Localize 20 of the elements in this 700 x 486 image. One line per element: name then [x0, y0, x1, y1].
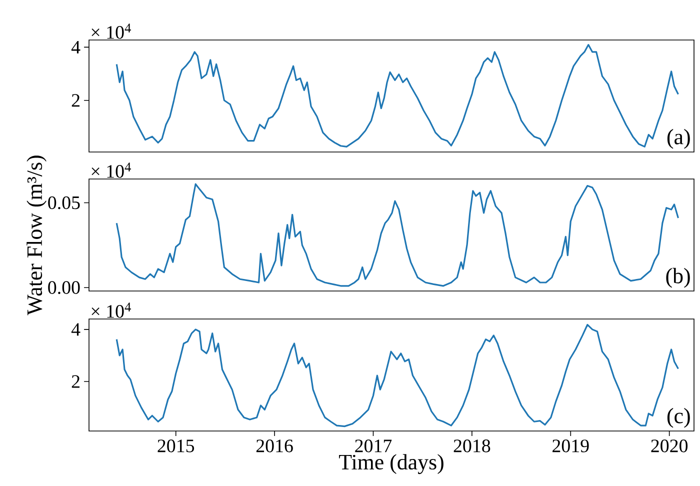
x-tick-label: 2016 [256, 440, 293, 452]
y-axis-title: Water Flow (m³/s) [26, 156, 47, 316]
x-tick-label: 2018 [454, 440, 490, 452]
y-tick-label: 0.00 [48, 281, 80, 294]
y-tick-label: 4 [71, 323, 80, 336]
x-axis-title: Time (days) [339, 454, 444, 474]
annotation: (c) [667, 408, 690, 428]
text: × 10$^{4}$ [92, 24, 131, 39]
y-tick-label: 2 [72, 375, 80, 388]
annotation: (b) [666, 268, 690, 288]
y-tick-label: 2 [72, 94, 80, 107]
x-tick-label: 2015 [158, 440, 194, 452]
y-tick-label: 0.05 [48, 196, 80, 210]
x-tick-label: 2019 [552, 440, 589, 452]
y-tick-label: 4 [71, 40, 80, 54]
text: × 10$^{4}$ [92, 302, 131, 318]
x-tick-label: 2020 [651, 440, 688, 452]
text: × 10$^{4}$ [92, 162, 131, 178]
annotation: (a) [667, 128, 690, 149]
x-tick-label: 2017 [355, 440, 392, 452]
